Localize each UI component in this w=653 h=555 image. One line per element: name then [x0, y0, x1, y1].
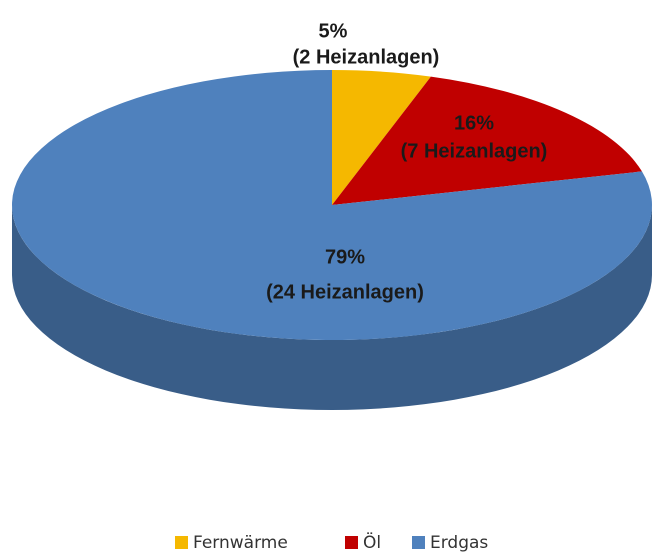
legend-label: Fernwärme [193, 533, 288, 553]
count-label: (7 Heizanlagen) [401, 140, 548, 162]
value-label: 5% [319, 20, 348, 42]
slice [12, 69, 653, 340]
slice [332, 76, 642, 206]
value-label: 79% [325, 246, 365, 268]
legend-label: Erdgas [430, 533, 488, 553]
slice [332, 70, 431, 205]
slice-side [12, 205, 652, 410]
legend-label: Öl [363, 531, 381, 553]
value-label: 16% [454, 112, 494, 134]
count-label: (24 Heizanlagen) [266, 281, 424, 303]
legend-swatch [412, 536, 425, 549]
legend-swatch [345, 536, 358, 549]
count-label: (2 Heizanlagen) [293, 46, 440, 68]
legend-swatch [175, 536, 188, 549]
